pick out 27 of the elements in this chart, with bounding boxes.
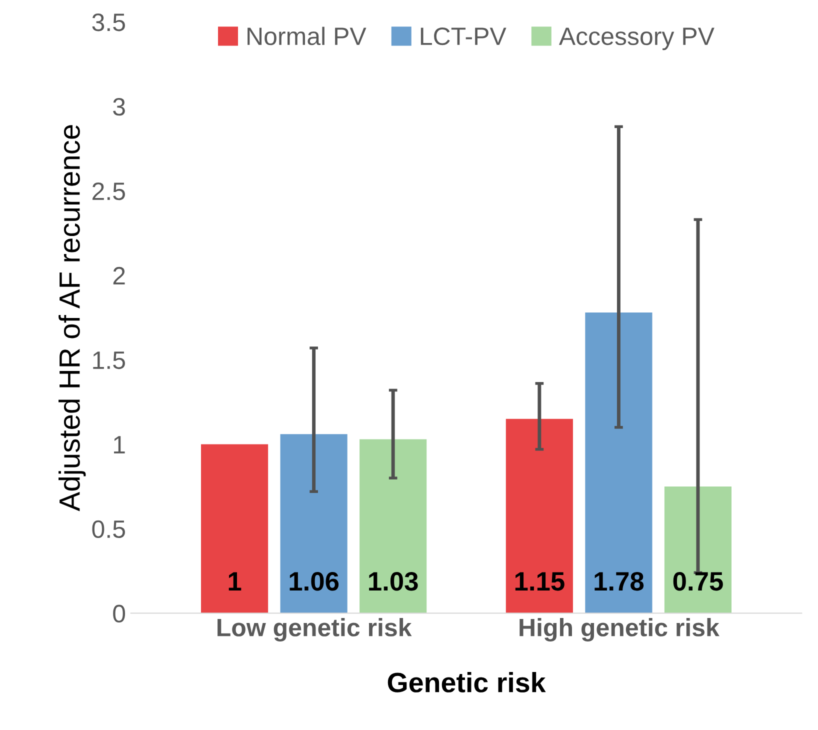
legend-label: Accessory PV — [558, 28, 714, 50]
data-label: 1.03 — [369, 572, 418, 591]
data-label: 1 — [228, 572, 242, 590]
data-label: 0.75 — [673, 572, 723, 591]
y-tick-label: 1 — [114, 436, 125, 454]
legend-label: Normal PV — [248, 26, 366, 46]
bar — [280, 434, 348, 614]
y-tick-label: 1.5 — [93, 352, 125, 370]
y-tick-label: 3.5 — [92, 14, 125, 32]
data-label: 1.15 — [515, 572, 564, 591]
bar — [664, 486, 732, 614]
bar — [360, 439, 427, 614]
x-tick-label: Low genetic risk — [218, 618, 412, 642]
x-tick-label: High genetic risk — [520, 618, 720, 642]
bar — [506, 418, 573, 614]
bar — [585, 312, 652, 614]
y-tick-label: 3 — [113, 98, 125, 116]
data-label: 1.78 — [594, 572, 644, 591]
x-axis-title: Genetic risk — [388, 672, 546, 692]
y-tick-label: 2 — [113, 266, 125, 284]
bar — [201, 444, 268, 614]
data-label: 1.06 — [290, 572, 339, 591]
y-tick-label: 2.5 — [92, 182, 125, 200]
legend-label: LCT-PV — [420, 27, 506, 46]
y-tick-label: 0 — [113, 604, 126, 623]
y-tick-label: 0.5 — [92, 520, 125, 538]
y-axis-title: Adjusted HR of AF recurrence — [58, 125, 86, 512]
